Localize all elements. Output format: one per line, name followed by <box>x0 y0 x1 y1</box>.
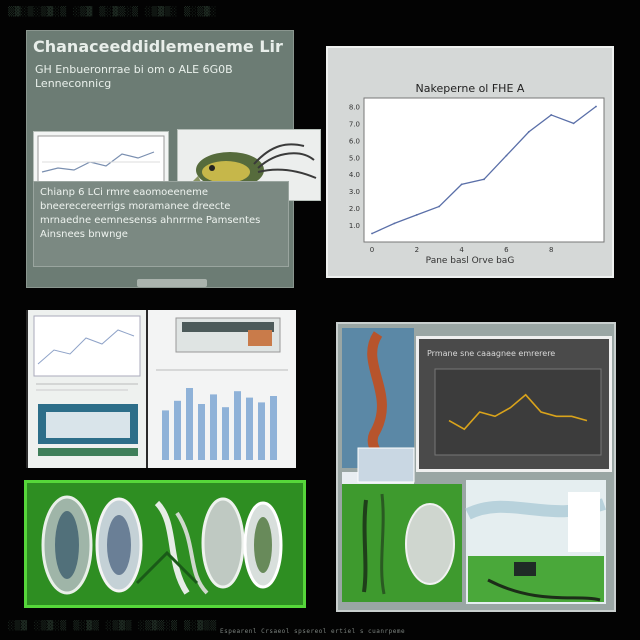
line-chart: 8.0 7.0 6.0 5.0 4.0 3.0 2.0 1.0 0 2 4 6 8 <box>349 97 605 254</box>
x-tick-label: 4 <box>459 246 464 254</box>
footer-caption: Espearenl Crsaeol spsereol ertiel s cuan… <box>220 628 406 635</box>
chart-title: Nakeperne ol FHE A <box>415 82 525 95</box>
x-tick-label: 8 <box>549 246 553 254</box>
thumbnail-bar <box>174 400 181 460</box>
leaf-collage-image <box>27 483 303 605</box>
data-point <box>483 178 485 181</box>
data-point <box>595 105 597 108</box>
y-tick-label: 2.0 <box>349 205 360 213</box>
inset-chart-title: Prmane sne caaagnee emrerere <box>427 349 556 358</box>
inset-plot-area <box>434 368 602 456</box>
data-point <box>393 222 396 225</box>
panel-documents <box>26 310 296 468</box>
y-tick-label: 6.0 <box>349 137 360 145</box>
y-tick-label: 3.0 <box>349 188 360 196</box>
x-axis-label: Pane basl Orve baG <box>425 256 515 266</box>
x-tick-label: 6 <box>504 246 509 254</box>
panel-line-chart: Nakeperne ol FHE A 8.0 7.0 6.0 5.0 4.0 3.0 2.0… <box>326 46 614 278</box>
plot-area <box>363 97 605 243</box>
panel-subtitle: GH Enbueronrrae bi om o ALE 6G0B Lenneco… <box>35 63 233 90</box>
y-tick-label: 8.0 <box>349 103 360 111</box>
inset-chart-plot <box>434 368 602 456</box>
inset-line-chart: Prmane sne caaagnee emrerere <box>416 336 612 472</box>
panel-paragraph: Chianp 6 LCi rmre eaomoeeneme bneerecere… <box>33 181 289 267</box>
panel-footer-bar <box>137 279 207 287</box>
panel-green-collage <box>24 480 306 608</box>
thumbnail-bar <box>198 404 205 460</box>
y-tick-label: 7.0 <box>349 120 360 128</box>
document-page-right <box>148 310 296 468</box>
thumbnail-bar <box>186 388 193 460</box>
document-page-left <box>28 310 146 468</box>
background-noise-bottom: ░▒▓ ░▒▓░▒ ▒░▓▒ ░▒▓▒ ░▒▓▒░▒ ▒░▓▒▒ <box>8 620 217 631</box>
data-point <box>505 154 508 157</box>
data-point <box>415 213 418 216</box>
thumbnail-bar <box>222 407 229 460</box>
x-tick-label: 2 <box>415 246 419 254</box>
thumbnail-bar <box>162 410 169 460</box>
thumbnail-bar <box>258 402 265 460</box>
document-left-graphic <box>33 315 141 456</box>
panel-top-left: Chanaceeddidlemeneme Lirmrad GH Enbueron… <box>26 30 321 288</box>
data-point <box>572 122 575 125</box>
composite-background <box>342 328 607 604</box>
data-point <box>527 130 530 133</box>
data-point <box>460 183 463 186</box>
data-point <box>371 232 373 235</box>
background-noise-top: ▒▓░▒░▒▓░▒ ░▒▓ ▒░▓▒░▒ ░▒▓▒░ ▒░▒▓░ <box>8 6 217 17</box>
inset-series-line <box>448 393 588 431</box>
x-tick-label: 0 <box>370 246 374 254</box>
panel-bottom-right: Prmane sne caaagnee emrerere <box>336 322 616 612</box>
data-point <box>550 114 553 116</box>
thumbnail-bar <box>246 397 253 460</box>
y-tick-label: 4.0 <box>349 171 360 179</box>
data-point <box>438 205 441 208</box>
thumbnail-bar <box>210 394 217 460</box>
y-tick-label: 5.0 <box>349 154 360 162</box>
panel-title: Chanaceeddidlemeneme Lirmrad <box>33 37 283 56</box>
thumbnail-bar <box>270 396 277 460</box>
thumbnail-bar <box>234 391 241 460</box>
bar-chart-thumbnail <box>156 317 288 460</box>
y-tick-label: 1.0 <box>349 222 360 230</box>
